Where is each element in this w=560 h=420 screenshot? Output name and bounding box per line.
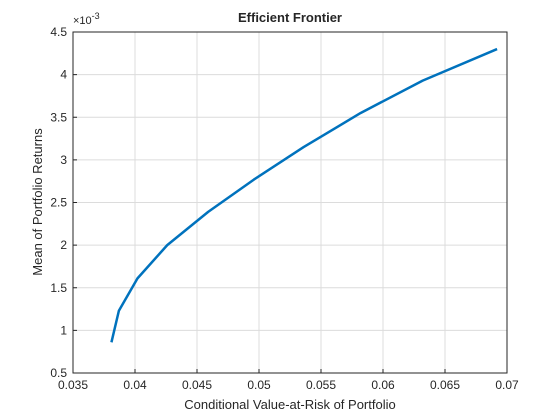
plot-area: 0.035 0.04 0.045 0.05 0.055 0.06 0.065 0.07 0.5 1… [50,25,519,392]
axes-box [72,31,508,374]
chart-title: Efficient Frontier [238,10,342,25]
line-series [110,47,498,343]
x-tick-label: 0.065 [430,378,460,392]
y-tick-label: 2.5 [50,196,67,210]
y-exponent-label: ×10-3 [73,11,100,27]
y-tick-label: 4 [60,68,67,82]
y-tick-label: 3.5 [50,110,67,124]
y-tick-label: 1.5 [50,281,67,295]
x-tick-label: 0.05 [247,378,271,392]
y-multiplier: ×10 [73,15,92,27]
y-exponent: -3 [92,11,100,21]
x-tick-label: 0.055 [306,378,336,392]
x-tick-label: 0.04 [123,378,147,392]
y-tick-label: 0.5 [50,366,67,380]
x-axis-label: Conditional Value-at-Risk of Portfolio [184,397,395,412]
x-tick-label: 0.07 [495,378,519,392]
y-axis-label: Mean of Portfolio Returns [30,128,45,276]
y-tick-label: 2 [60,238,67,252]
x-tick-label: 0.045 [182,378,212,392]
x-tick-label: 0.06 [371,378,395,392]
y-tick-label: 4.5 [50,25,67,39]
y-tick-label: 3 [60,153,67,167]
x-tick-label: 0.035 [58,378,88,392]
y-tick-label: 1 [60,323,67,337]
